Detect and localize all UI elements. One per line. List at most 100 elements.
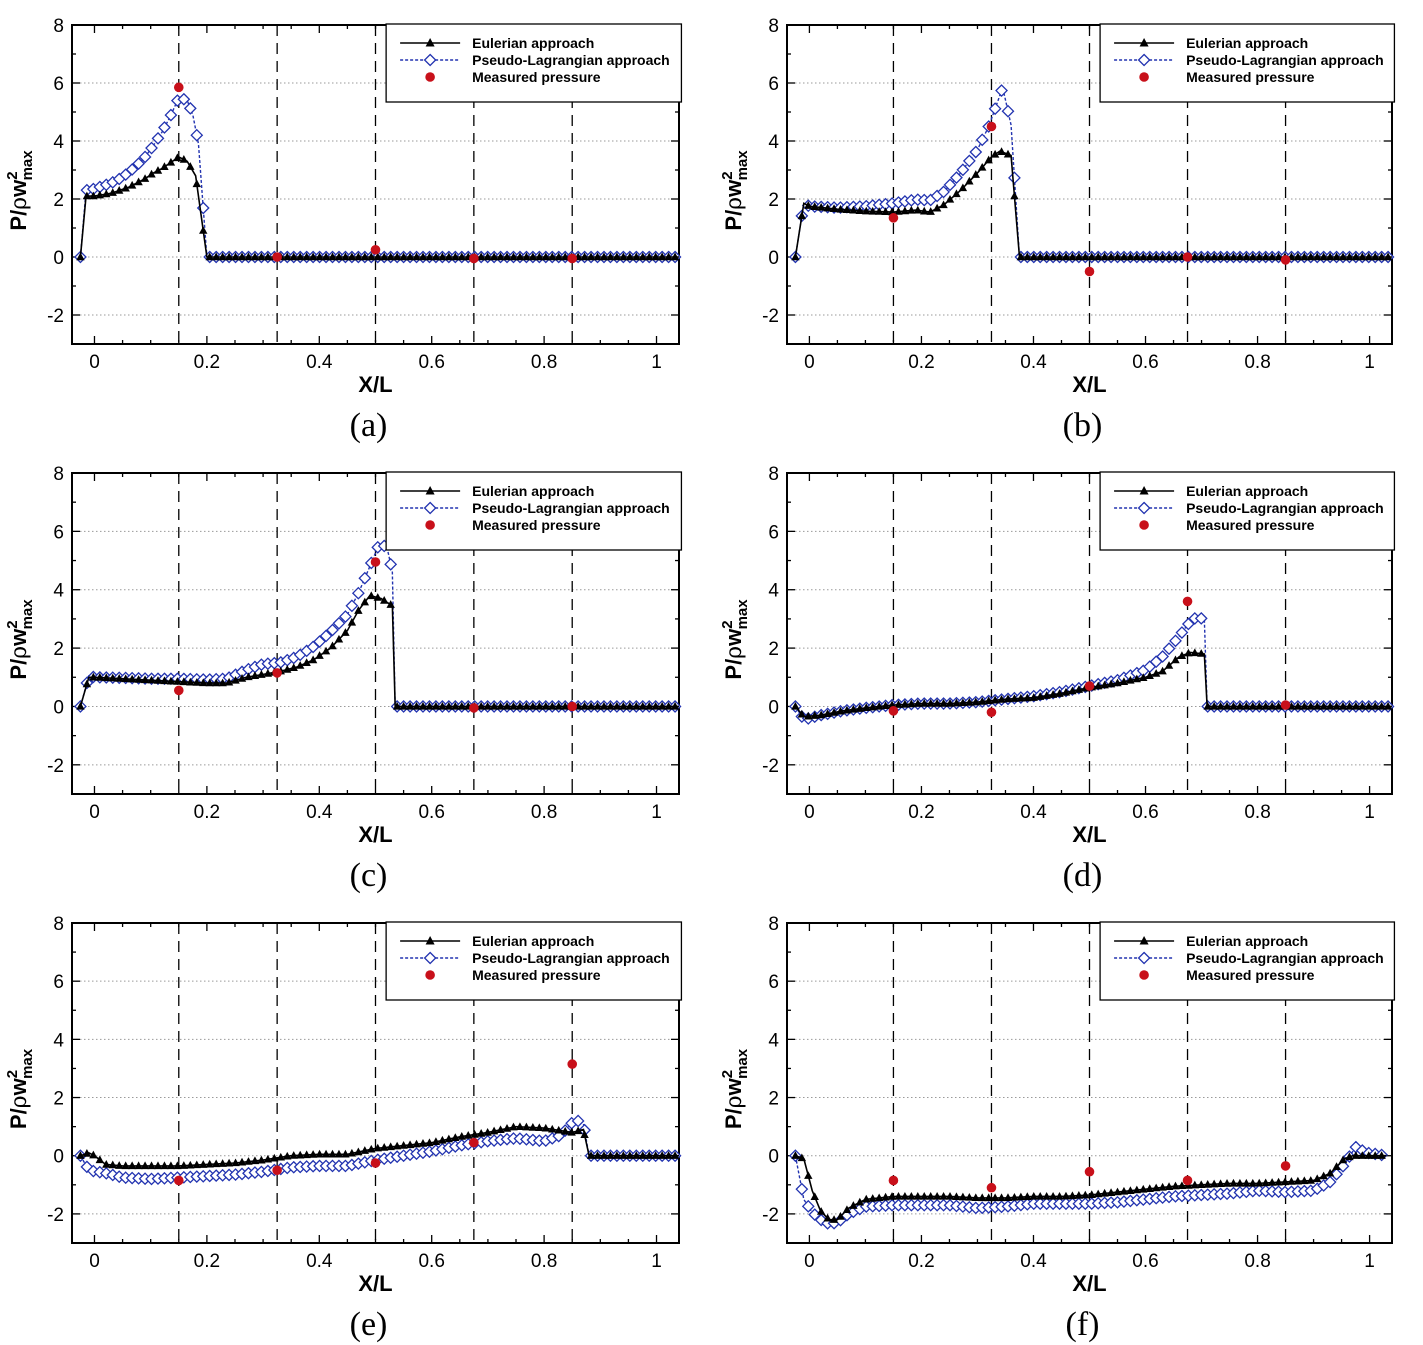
eulerian-marker — [444, 1134, 454, 1143]
eulerian-marker — [289, 252, 298, 261]
eulerian-marker — [405, 701, 415, 710]
y-tick-label: 0 — [768, 1147, 779, 1168]
eulerian-marker — [528, 1123, 538, 1131]
eulerian-marker — [147, 169, 156, 178]
eulerian-marker — [1068, 252, 1077, 261]
y-axis-label-rho: ρ — [722, 646, 747, 659]
eulerian-marker — [606, 701, 615, 710]
x-tick-label: 0.2 — [908, 352, 934, 373]
eulerian-marker — [315, 651, 324, 659]
eulerian-marker — [166, 157, 176, 166]
eulerian-marker — [670, 1151, 680, 1159]
eulerian-marker — [836, 706, 845, 715]
measured-point — [1084, 681, 1095, 691]
eulerian-marker — [328, 641, 337, 650]
y-tick-label: 2 — [768, 190, 779, 211]
eulerian-marker — [1016, 1192, 1026, 1201]
eulerian-marker — [535, 252, 544, 261]
eulerian-marker — [939, 200, 948, 209]
panel-caption: (f) — [1066, 1306, 1100, 1343]
x-tick-label: 1 — [651, 1251, 662, 1272]
eulerian-marker — [1229, 252, 1238, 261]
eulerian-marker — [1345, 252, 1354, 261]
legend-label-lagrangian: Pseudo-Lagrangian approach — [472, 500, 670, 516]
eulerian-marker — [548, 252, 557, 261]
eulerian-marker — [932, 1191, 942, 1200]
eulerian-marker — [489, 701, 499, 710]
eulerian-marker — [115, 674, 124, 682]
eulerian-marker — [1248, 701, 1257, 710]
eulerian-marker — [829, 708, 839, 716]
eulerian-marker — [810, 1192, 819, 1200]
x-tick-label: 0.2 — [194, 352, 220, 373]
eulerian-marker — [127, 1161, 137, 1170]
eulerian-marker — [567, 1127, 576, 1136]
measured-point — [469, 1137, 479, 1148]
x-axis-label: X/L — [1072, 1271, 1106, 1296]
eulerian-marker — [205, 252, 214, 261]
eulerian-marker — [186, 162, 195, 170]
eulerian-marker — [1255, 252, 1264, 261]
eulerian-marker — [367, 591, 376, 600]
eulerian-marker — [173, 1161, 182, 1170]
eulerian-marker — [515, 1122, 525, 1131]
eulerian-marker — [1351, 252, 1361, 261]
eulerian-marker — [842, 1205, 852, 1214]
measured-point — [1280, 700, 1291, 710]
eulerian-marker — [632, 701, 641, 710]
eulerian-marker — [140, 675, 150, 684]
eulerian-marker — [1209, 1179, 1219, 1188]
eulerian-marker — [1177, 1181, 1187, 1190]
eulerian-marker — [1364, 252, 1373, 261]
eulerian-marker — [140, 1161, 150, 1170]
measured-point — [1182, 252, 1193, 262]
eulerian-marker — [829, 204, 839, 213]
eulerian-marker — [1151, 252, 1161, 261]
lagrangian-marker — [158, 121, 171, 134]
eulerian-marker — [804, 201, 813, 209]
y-tick-label: -2 — [762, 1205, 779, 1226]
measured-point — [370, 244, 381, 255]
eulerian-marker — [560, 252, 570, 261]
eulerian-marker — [347, 617, 357, 626]
measured-point — [567, 701, 578, 712]
x-tick-label: 0.2 — [194, 802, 220, 823]
eulerian-marker — [619, 252, 628, 261]
eulerian-marker — [166, 1161, 176, 1170]
legend-label-eulerian: Eulerian approach — [472, 483, 594, 499]
lagrangian-marker — [326, 623, 339, 637]
eulerian-marker — [192, 179, 201, 188]
eulerian-marker — [438, 701, 447, 710]
eulerian-marker — [153, 676, 163, 684]
eulerian-marker — [82, 191, 92, 200]
legend-box — [385, 471, 683, 551]
legend-lagrangian-marker — [1137, 53, 1151, 67]
eulerian-marker — [386, 600, 395, 608]
x-tick-label: 0.4 — [306, 1251, 333, 1272]
x-tick-label: 0.6 — [418, 1251, 444, 1272]
eulerian-marker — [1132, 1185, 1142, 1194]
measured-point — [370, 557, 381, 567]
eulerian-marker — [645, 1151, 654, 1159]
eulerian-marker — [965, 698, 974, 706]
lagrangian-marker — [177, 92, 191, 106]
y-tick-label: 6 — [53, 972, 64, 993]
eulerian-marker — [1113, 678, 1122, 687]
eulerian-marker — [978, 1193, 987, 1202]
x-tick-label: 0.8 — [1244, 352, 1270, 373]
eulerian-marker — [874, 207, 884, 215]
eulerian-marker — [1293, 252, 1303, 261]
eulerian-marker — [1319, 701, 1328, 710]
eulerian-marker — [438, 1135, 447, 1144]
eulerian-marker — [1003, 149, 1013, 158]
eulerian-marker — [502, 252, 512, 261]
eulerian-marker — [412, 1139, 421, 1148]
eulerian-marker — [1003, 1193, 1013, 1201]
eulerian-marker — [1171, 1181, 1180, 1190]
lagrangian-marker — [937, 185, 950, 199]
eulerian-marker — [399, 252, 408, 261]
eulerian-marker — [1126, 252, 1135, 261]
lagrangian-marker — [80, 1160, 94, 1174]
